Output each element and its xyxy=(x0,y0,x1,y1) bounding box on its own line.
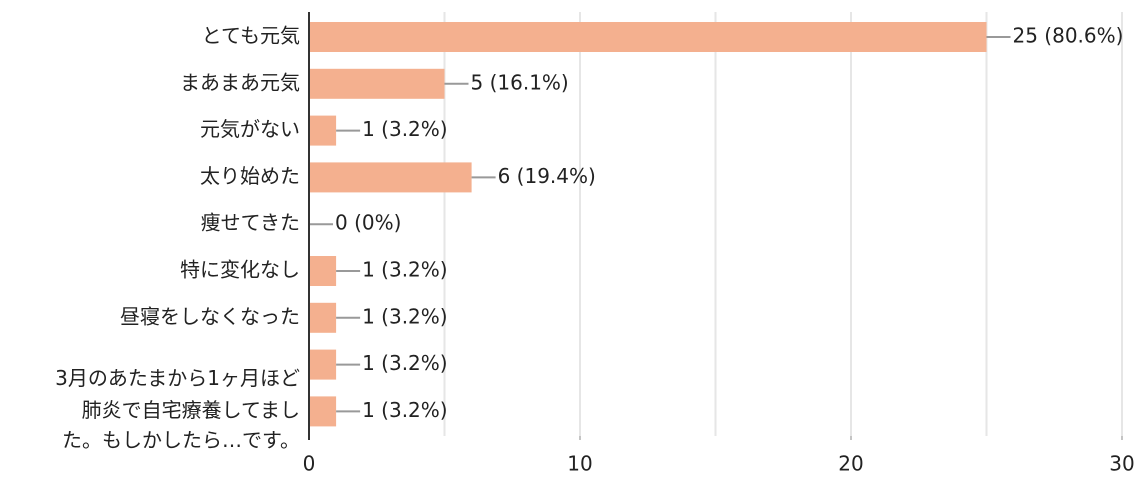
bar xyxy=(309,396,337,427)
x-tick-label: 0 xyxy=(303,452,316,476)
value-label: 1 (3.2%) xyxy=(362,398,448,422)
x-tick-label: 20 xyxy=(838,452,863,476)
y-tick-label: 太り始めた xyxy=(200,164,300,188)
value-label: 25 (80.6%) xyxy=(1013,24,1124,48)
bar xyxy=(309,256,337,286)
value-label: 5 (16.1%) xyxy=(471,70,569,94)
y-tick-label: 3月のあたまから1ヶ月ほど xyxy=(55,366,300,390)
value-label: 6 (19.4%) xyxy=(498,164,596,188)
bar xyxy=(309,349,337,380)
bar xyxy=(309,115,337,146)
y-tick-label: 昼寝をしなくなった xyxy=(120,304,300,328)
value-label: 0 (0%) xyxy=(335,211,401,235)
y-tick-label: た。もしかしたら…です。 xyxy=(62,428,300,452)
y-tick-label: 痩せてきた xyxy=(201,211,300,235)
bar xyxy=(309,68,445,99)
y-tick-label: 肺炎で自宅療養してまし xyxy=(82,398,300,422)
x-tick-label: 10 xyxy=(567,452,592,476)
y-tick-label: とても元気 xyxy=(202,24,300,48)
y-tick-label: 元気がない xyxy=(200,117,300,141)
bar xyxy=(309,302,337,333)
value-label: 1 (3.2%) xyxy=(362,304,448,328)
y-tick-label: 特に変化なし xyxy=(180,258,300,282)
y-tick-label: まあまあ元気 xyxy=(180,70,300,94)
value-label: 1 (3.2%) xyxy=(362,258,448,282)
value-label: 1 (3.2%) xyxy=(362,351,448,375)
x-tick-label: 30 xyxy=(1109,452,1134,476)
bar xyxy=(309,162,472,193)
value-label: 1 (3.2%) xyxy=(362,117,448,141)
bar xyxy=(309,22,987,52)
